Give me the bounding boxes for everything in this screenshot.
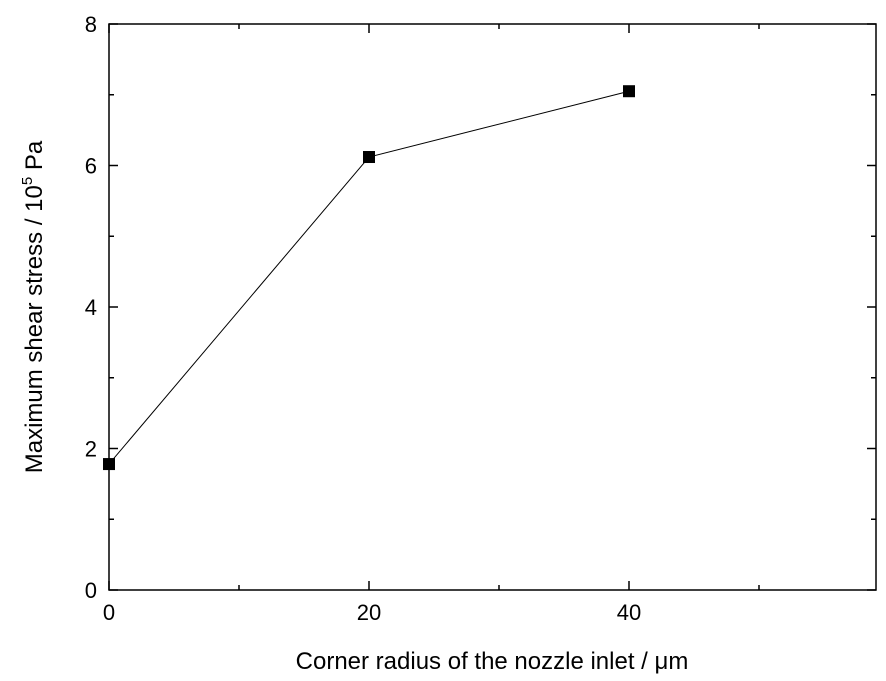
data-point-marker (623, 85, 635, 98)
y-tick-label: 2 (85, 437, 97, 462)
x-axis-label: Corner radius of the nozzle inlet / μm (296, 648, 689, 675)
y-tick-label: 0 (85, 578, 97, 603)
x-tick-label: 20 (357, 600, 381, 625)
y-tick-label: 4 (85, 295, 97, 320)
tick-labels: 0 20 40 0 2 4 6 8 (85, 12, 641, 625)
y-axis-label-prefix: Maximum shear stress / 10 (21, 185, 48, 473)
y-tick-label: 6 (85, 154, 97, 179)
data-point-marker (363, 151, 375, 164)
plot-frame (108, 23, 877, 591)
y-axis-label-superscript: 5 (19, 177, 36, 185)
axis-ticks (108, 23, 876, 591)
x-tick-label: 0 (103, 600, 115, 625)
data-point-marker (103, 458, 115, 471)
y-tick-label: 8 (85, 12, 97, 37)
data-series (103, 85, 635, 471)
y-axis-label-suffix: Pa (21, 140, 48, 177)
x-tick-label: 40 (617, 600, 641, 625)
y-axis-label: Maximum shear stress / 105 Pa (19, 140, 48, 473)
series-line (108, 90, 630, 465)
